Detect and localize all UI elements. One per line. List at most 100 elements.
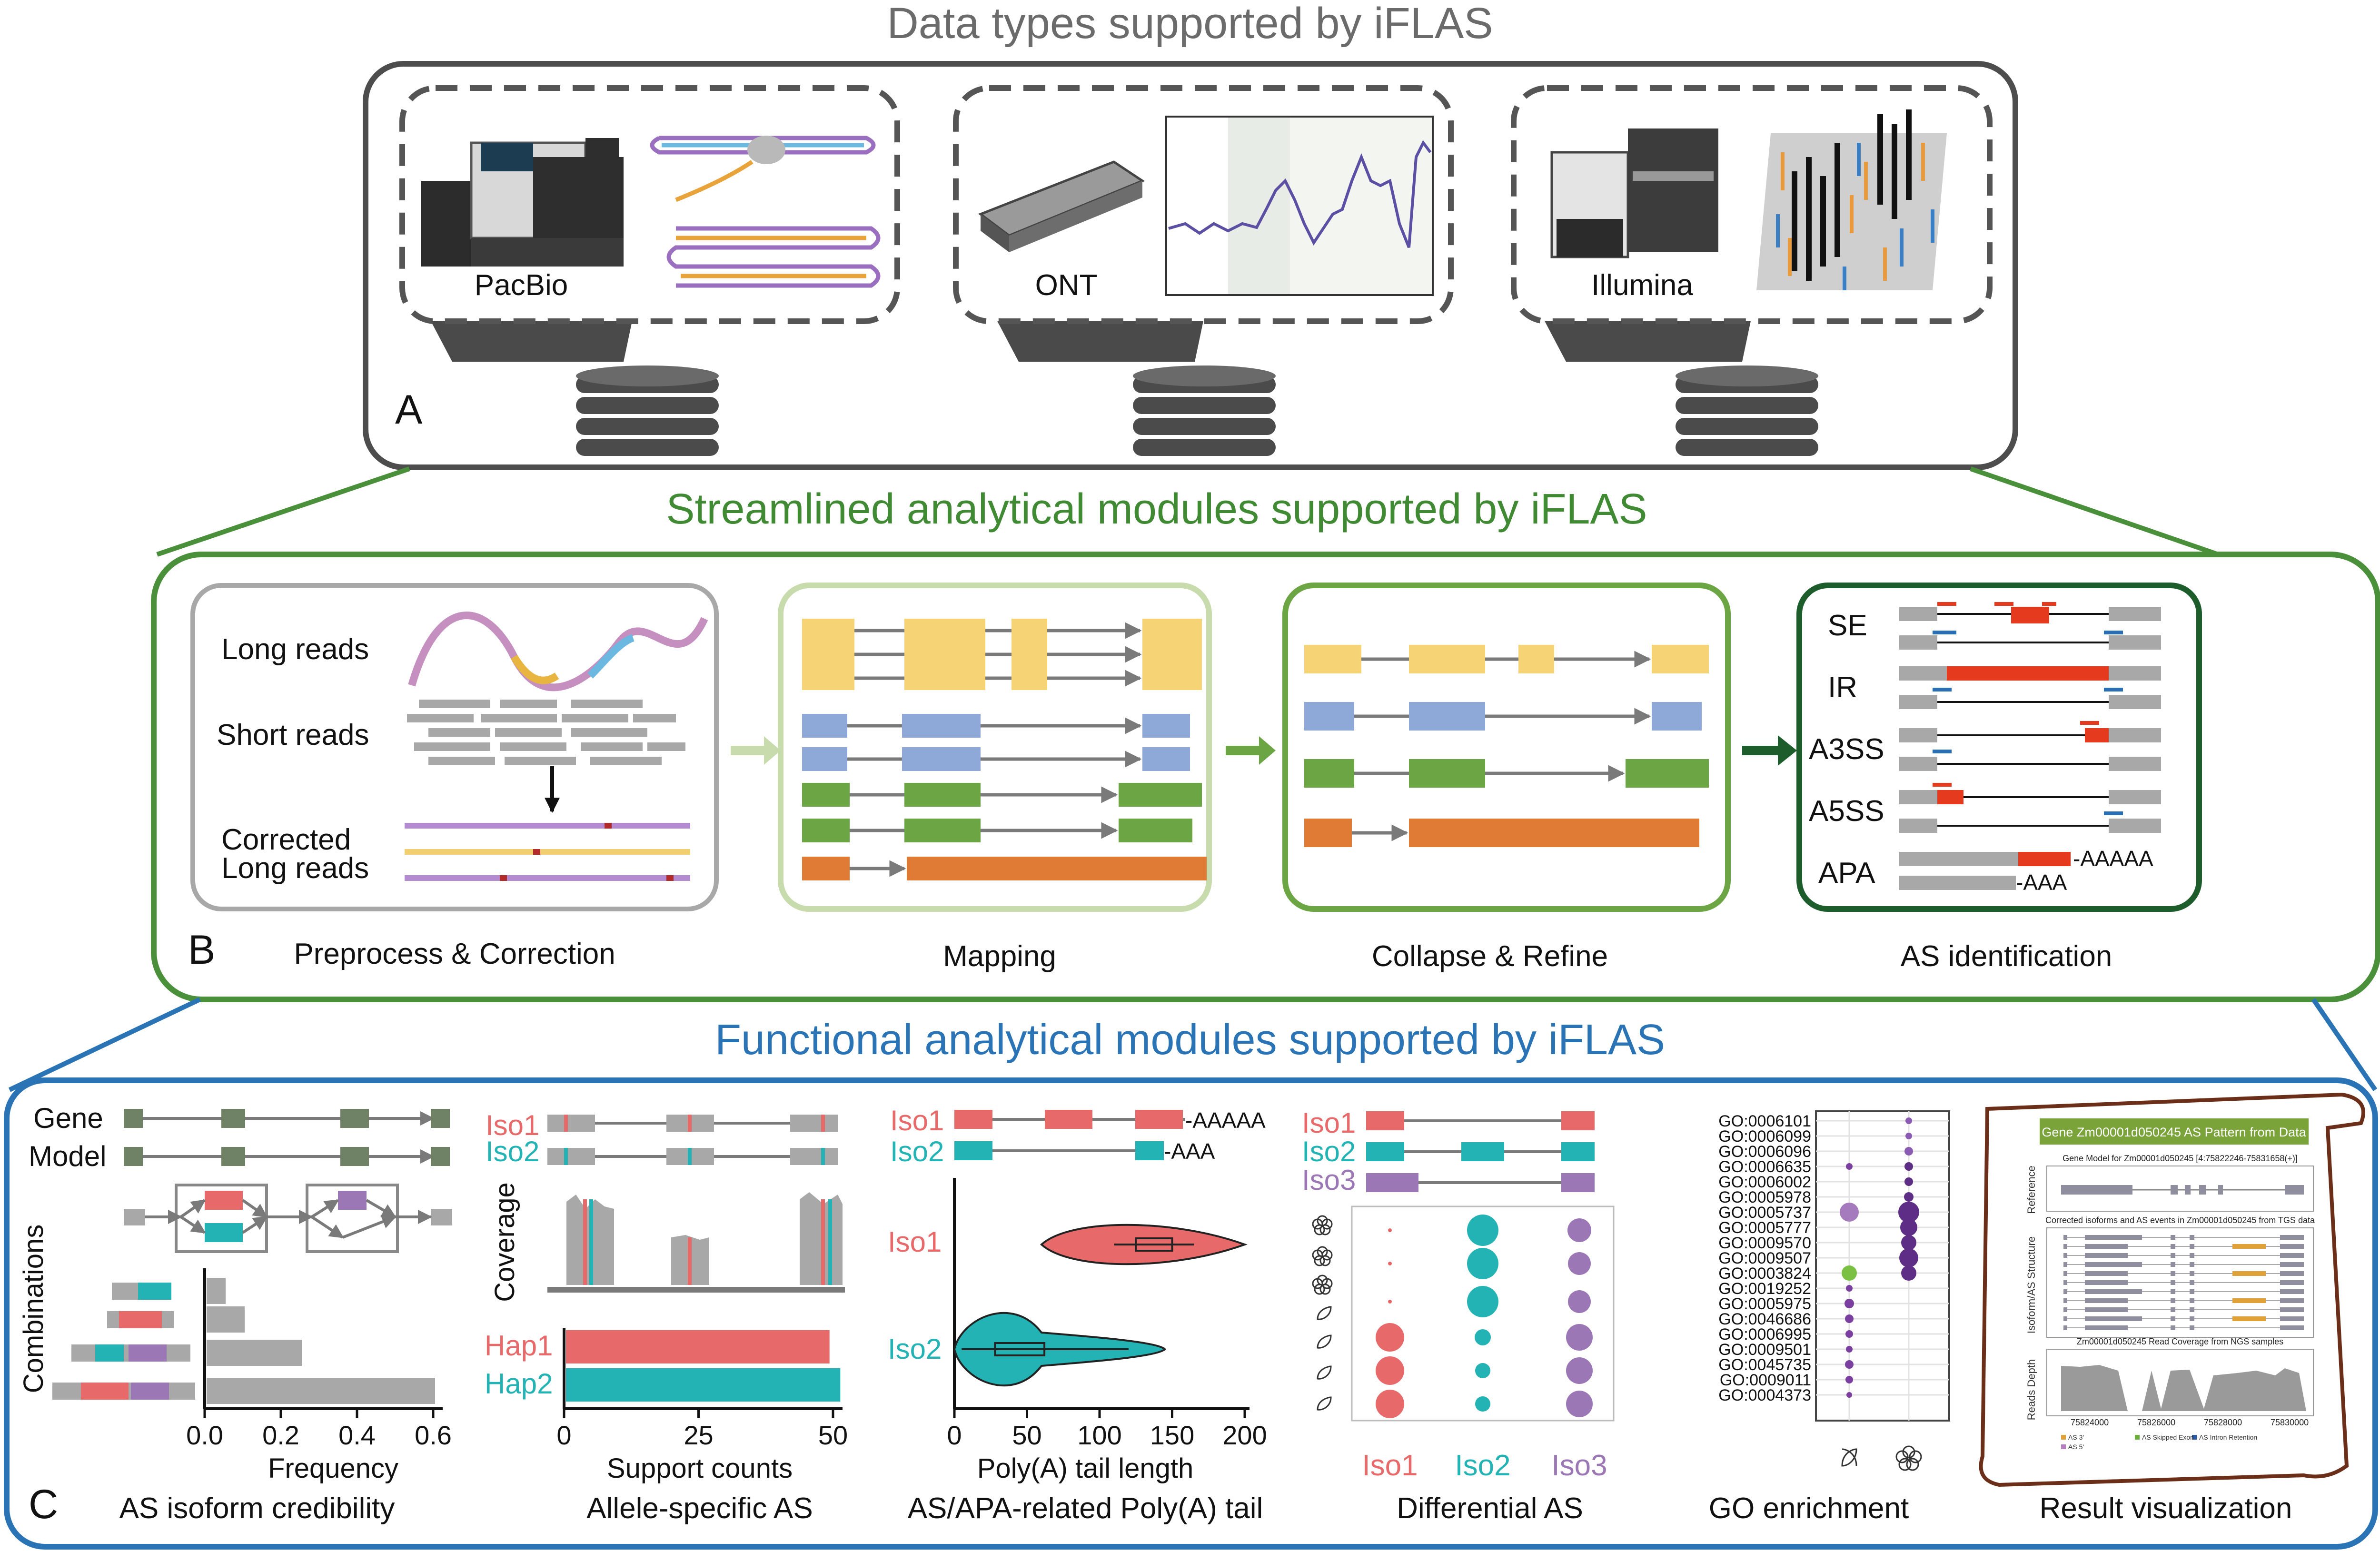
go-plot-area	[1815, 1110, 1950, 1422]
go-dot	[1846, 1392, 1852, 1398]
aligned-exon	[1119, 819, 1192, 842]
result-iso-exon	[2171, 1235, 2175, 1240]
violin-tick-label: 0	[947, 1420, 962, 1450]
ont-label: ONT	[1035, 269, 1098, 302]
go-term-label: GO:0045735	[1718, 1356, 1811, 1374]
aligned-exon	[802, 666, 854, 690]
as-event-labels: SE IR A3SS A5SS APA	[1809, 609, 1884, 889]
diff-dot-iso1	[1376, 1356, 1404, 1385]
as-event-a5ss: A5SS	[1809, 795, 1884, 828]
result-coverage	[2061, 1365, 2306, 1411]
result-iso-exon	[2171, 1325, 2175, 1330]
corrected-label-2: Long reads	[221, 852, 369, 885]
combo-edge	[242, 1215, 268, 1234]
go-dot	[1845, 1330, 1853, 1338]
result-iso-exon	[2171, 1262, 2175, 1267]
go-dot	[1845, 1314, 1854, 1323]
diff-xlabel-iso1: Iso1	[1362, 1449, 1418, 1482]
ir-exon	[1899, 695, 1937, 709]
hap2-label: Hap2	[485, 1368, 553, 1400]
a5ss-extension	[1937, 790, 1964, 804]
diff-exon	[1366, 1142, 1404, 1161]
aligned-exon	[802, 642, 854, 666]
result-iso-exon	[2190, 1289, 2194, 1294]
freq-tick-label: 0.0	[186, 1420, 223, 1450]
polya-tail1: -AAAAA	[1185, 1108, 1266, 1133]
hap1-label: Hap1	[485, 1330, 553, 1362]
aligned-exon	[1142, 619, 1202, 642]
go-term-label: GO:0019252	[1718, 1280, 1811, 1298]
allele-exon	[790, 1148, 838, 1165]
aligned-exon	[1012, 666, 1047, 690]
a3ss-exon	[2109, 728, 2161, 742]
result-iso-exon	[2085, 1289, 2142, 1294]
isoform-combination-graph	[124, 1184, 452, 1253]
aligned-exon	[907, 857, 1207, 880]
flower-icon	[1909, 1450, 1922, 1463]
result-iso-exon	[2085, 1280, 2128, 1285]
disk-stack-icon	[1133, 366, 1276, 456]
result-iso-exon	[2085, 1316, 2142, 1321]
combo-bar-segment	[119, 1311, 162, 1328]
smrtbell-read-icon	[650, 136, 881, 288]
result-iso-event	[2232, 1244, 2266, 1249]
result-side-reference: Reference	[2025, 1166, 2037, 1214]
coverage-snp	[583, 1199, 587, 1285]
diff-dot-iso2	[1467, 1215, 1498, 1246]
result-gene-model: Gene Model for Zm00001d050245 [4:7582224…	[2063, 1154, 2298, 1163]
aligned-exon	[802, 619, 854, 642]
go-term-label: GO:0004373	[1718, 1386, 1811, 1404]
allele-snp	[821, 1148, 825, 1165]
go-dot	[1901, 1235, 1916, 1250]
as-identification-box	[1796, 583, 2202, 912]
as-event-diagrams	[1899, 602, 2161, 890]
aligned-exon	[904, 642, 985, 666]
aligned-exon	[1119, 783, 1202, 807]
result-caption: Result visualization	[2040, 1492, 2292, 1525]
diff-dot-iso3	[1568, 1252, 1591, 1275]
go-dot	[1905, 1117, 1912, 1124]
polya-module: Iso1 Iso2 -AAAAA -AAA 0 50 100 150 200 Iso1 …	[888, 1105, 1267, 1525]
legend-swatch	[2061, 1435, 2066, 1440]
hap2-bar	[566, 1368, 841, 1402]
legend-swatch	[2192, 1435, 2197, 1440]
combo-edge	[366, 1199, 397, 1218]
se-mark	[2042, 602, 2056, 606]
go-dot	[1904, 1177, 1913, 1186]
result-iso-exon	[2085, 1298, 2128, 1303]
collapsed-exon	[1626, 759, 1709, 788]
aligned-exon	[1142, 747, 1190, 771]
violin-iso1-box	[1135, 1237, 1173, 1252]
preprocess-caption: Preprocess & Correction	[294, 938, 615, 970]
violin-tick-label: 150	[1150, 1420, 1194, 1450]
connector-b-c	[8, 997, 2378, 1092]
go-dot	[1846, 1163, 1853, 1170]
diff-dot-iso1	[1388, 1262, 1392, 1265]
connector-a-b	[156, 466, 2219, 557]
freq-bar	[207, 1378, 435, 1404]
diff-exon	[1366, 1111, 1404, 1130]
panel-b-title: Streamlined analytical modules supported…	[666, 485, 1647, 533]
result-iso-exon	[2190, 1253, 2194, 1258]
diff-dot-iso3	[1567, 1218, 1591, 1242]
freq-tick-label: 0.2	[262, 1420, 299, 1450]
combo-node	[124, 1209, 145, 1225]
diff-iso2: Iso2	[1302, 1136, 1356, 1167]
gene-model-tracks	[124, 1109, 450, 1166]
diff-exon	[1461, 1142, 1504, 1161]
se-mark	[2104, 631, 2123, 634]
stand-shadow	[428, 316, 633, 362]
minion-device-icon	[978, 160, 1145, 252]
combo-edge	[180, 1199, 206, 1218]
aligned-exon	[1012, 619, 1047, 642]
diff-exon	[1561, 1173, 1595, 1192]
differential-module: Iso1 Iso2 Iso3 Iso1 Iso2 Iso3 Differenti…	[1302, 1107, 1615, 1525]
result-iso-exon	[2171, 1280, 2175, 1285]
result-iso-exon	[2280, 1307, 2304, 1312]
go-term-label: GO:0009507	[1718, 1249, 1811, 1267]
combo-node	[431, 1209, 452, 1225]
collapsed-exon	[1304, 819, 1352, 847]
aligned-exon	[802, 783, 850, 807]
result-ref-exon	[2185, 1185, 2191, 1195]
allele-exon	[547, 1115, 595, 1132]
